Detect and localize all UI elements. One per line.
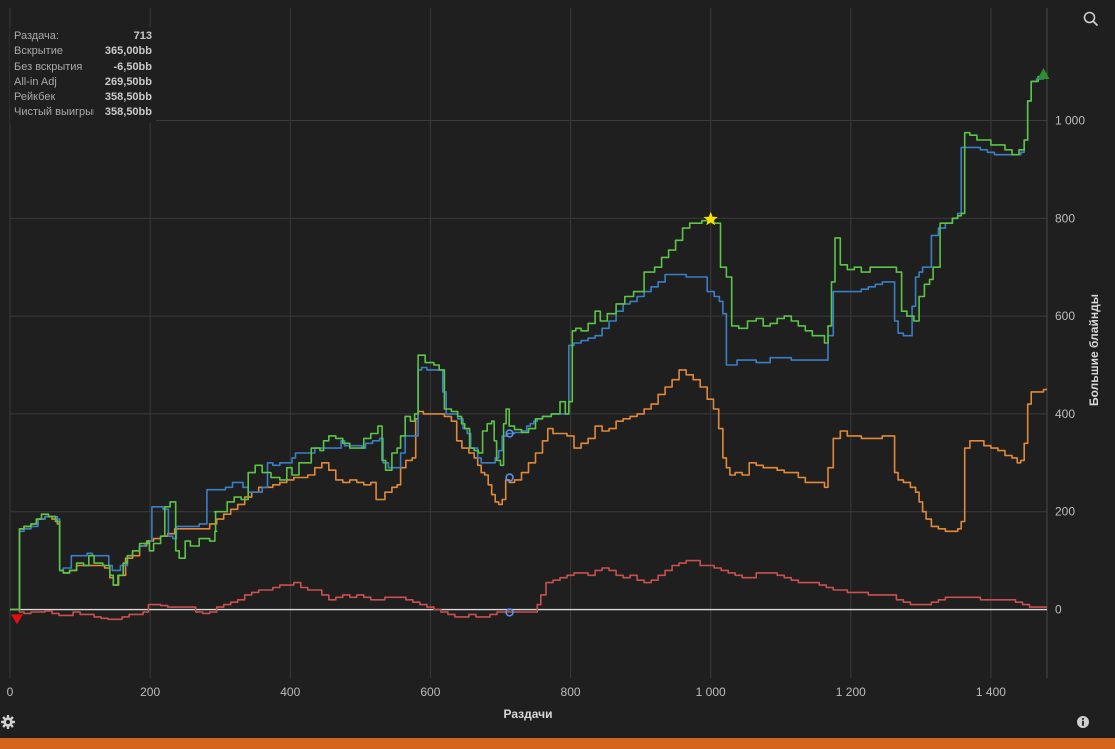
markers [11,68,1050,625]
stats-row: Без вскрытия -6,50bb [14,60,156,75]
x-tick-label: 600 [420,685,440,699]
x-axis-label: Раздачи [504,707,553,721]
max-star-marker [703,211,718,226]
stats-row: Рейкбек 358,50bb [14,90,156,105]
series-line-red [10,559,1047,621]
x-tick-label: 400 [280,685,300,699]
stats-row: All-in Adj 269,50bb [14,75,156,90]
info-icon[interactable] [1075,714,1091,730]
y-tick-label: 400 [1055,407,1075,421]
end-triangle-marker [1037,68,1050,80]
x-tick-label: 200 [140,685,160,699]
x-tick-label: 0 [7,685,14,699]
stats-value: 713 [133,30,152,42]
series-lines [10,73,1047,621]
bottom-bar [0,738,1115,749]
y-tick-label: 200 [1055,505,1075,519]
stats-panel: Раздача: 713 Вскрытие 365,00bb Без вскрытия -… [10,27,156,123]
stats-label: Чистый выигрыш [14,106,94,119]
x-tick-label: 800 [561,685,581,699]
hand-marker [505,608,514,617]
stats-row: Раздача: 713 [14,29,156,44]
series-line-orange [10,369,1047,611]
stats-value: 269,50bb [104,75,152,88]
stats-row: Вскрытие 365,00bb [14,44,156,59]
y-axis-ticks: 0 200 400 600 800 1 000 [1055,113,1085,616]
gear-icon[interactable] [0,714,16,730]
stats-value: 358,50bb [104,106,152,119]
min-triangle-marker [11,614,24,625]
x-axis-ticks: 0 200 400 600 800 1 000 1 200 1 400 [7,685,1007,699]
stats-value: -6,50bb [113,60,152,73]
y-axis-label: Большие блайнды [1087,294,1101,406]
stats-value: 358,50bb [104,91,152,104]
magnifier-icon[interactable] [1083,11,1099,27]
y-tick-label: 0 [1055,603,1062,617]
series-line-green [10,73,1047,611]
stats-label: Раздача: [14,30,59,42]
x-tick-label: 1 200 [836,685,866,699]
hand-marker [505,473,514,482]
x-tick-label: 1 000 [696,685,726,699]
y-tick-label: 1 000 [1055,113,1085,127]
stats-label: Без вскрытия [14,60,83,73]
y-tick-label: 800 [1055,211,1075,225]
y-tick-label: 600 [1055,309,1075,323]
x-tick-label: 1 400 [976,685,1006,699]
stats-label: Вскрытие [14,45,63,58]
stats-label: Рейкбек [14,91,56,104]
hand-marker [505,429,514,438]
stats-label: All-in Adj [14,75,57,88]
stats-row: Чистый выигрыш 358,50bb [14,105,156,120]
stats-value: 365,00bb [104,45,152,58]
grid [9,8,1048,678]
